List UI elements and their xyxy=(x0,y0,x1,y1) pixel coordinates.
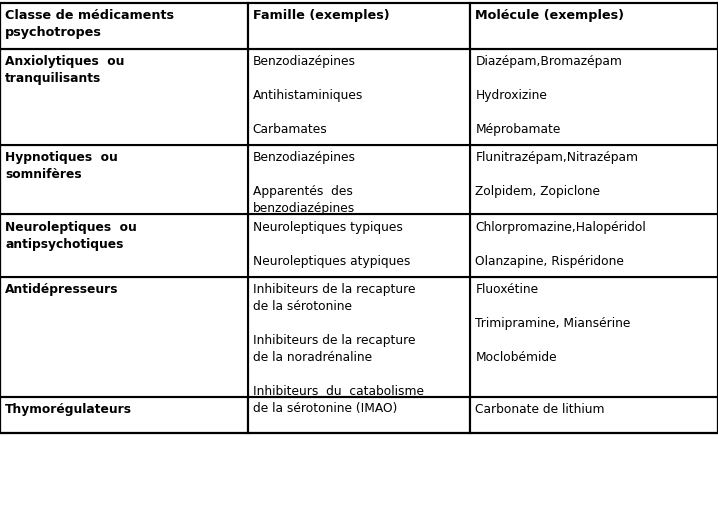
Text: Neuroleptiques typiques

Neuroleptiques atypiques: Neuroleptiques typiques Neuroleptiques a… xyxy=(253,221,410,268)
Bar xyxy=(0,3,718,433)
Bar xyxy=(470,145,718,214)
Bar xyxy=(248,214,470,277)
Bar xyxy=(470,49,718,145)
Bar xyxy=(470,277,718,397)
Text: Thymorégulateurs: Thymorégulateurs xyxy=(5,403,132,416)
Bar xyxy=(470,397,718,433)
Text: Fluoxétine

Trimipramine, Miansérine

Moclobémide: Fluoxétine Trimipramine, Miansérine Mocl… xyxy=(475,283,630,364)
Text: Carbonate de lithium: Carbonate de lithium xyxy=(475,403,605,416)
Text: Chlorpromazine,Halopéridol

Olanzapine, Rispéridone: Chlorpromazine,Halopéridol Olanzapine, R… xyxy=(475,221,646,268)
Text: Anxiolytiques  ou
tranquilisants: Anxiolytiques ou tranquilisants xyxy=(5,55,124,85)
Bar xyxy=(0,145,248,214)
Bar xyxy=(0,3,248,49)
Bar xyxy=(248,397,470,433)
Bar xyxy=(470,3,718,49)
Text: Antidépresseurs: Antidépresseurs xyxy=(5,283,118,296)
Bar xyxy=(248,145,470,214)
Text: Molécule (exemples): Molécule (exemples) xyxy=(475,9,625,22)
Bar xyxy=(248,49,470,145)
Bar xyxy=(0,397,248,433)
Bar xyxy=(0,49,248,145)
Text: Neuroleptiques  ou
antipsychotiques: Neuroleptiques ou antipsychotiques xyxy=(5,221,136,251)
Text: Diazépam,Bromazépam

Hydroxizine

Méprobamate: Diazépam,Bromazépam Hydroxizine Méprobam… xyxy=(475,55,623,136)
Text: Benzodiazépines

Apparentés  des
benzodiazépines: Benzodiazépines Apparentés des benzodiaz… xyxy=(253,151,355,215)
Bar xyxy=(0,214,248,277)
Bar xyxy=(248,277,470,397)
Text: Flunitrazépam,Nitrazépam

Zolpidem, Zopiclone: Flunitrazépam,Nitrazépam Zolpidem, Zopic… xyxy=(475,151,638,198)
Text: Classe de médicaments
psychotropes: Classe de médicaments psychotropes xyxy=(5,9,174,39)
Text: Hypnotiques  ou
somnifères: Hypnotiques ou somnifères xyxy=(5,151,118,181)
Bar xyxy=(248,3,470,49)
Bar xyxy=(0,277,248,397)
Text: Famille (exemples): Famille (exemples) xyxy=(253,9,389,22)
Text: Inhibiteurs de la recapture
de la sérotonine

Inhibiteurs de la recapture
de la : Inhibiteurs de la recapture de la séroto… xyxy=(253,283,424,415)
Text: Benzodiazépines

Antihistaminiques

Carbamates: Benzodiazépines Antihistaminiques Carbam… xyxy=(253,55,363,136)
Bar xyxy=(470,214,718,277)
